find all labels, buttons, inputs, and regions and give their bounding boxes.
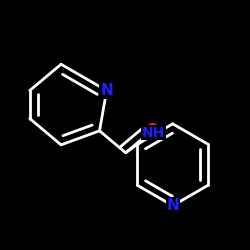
Text: N: N xyxy=(100,83,113,98)
Text: NH: NH xyxy=(142,126,165,140)
Text: N: N xyxy=(166,198,179,213)
Text: O: O xyxy=(145,123,158,138)
